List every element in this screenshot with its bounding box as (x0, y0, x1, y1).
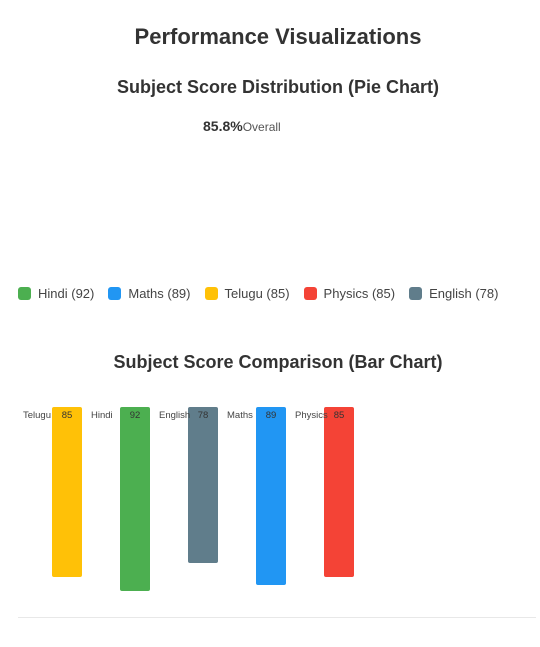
bar-category-label-hindi: Hindi (91, 410, 113, 421)
pie-legend: Hindi (92) Maths (89) Telugu (85) Physic… (18, 286, 512, 301)
bar-maths[interactable] (256, 407, 286, 585)
pie-chart-title: Subject Score Distribution (Pie Chart) (116, 77, 440, 97)
legend-swatch-maths (108, 287, 122, 300)
bar-value-label-telugu: 85 (62, 410, 73, 421)
legend-label-maths: Maths (89) (128, 286, 191, 301)
bar-chart-svg: Telugu 85 Hindi 92 English 78 Maths 89 Physics 85 (23, 407, 354, 591)
bar-hindi[interactable] (120, 407, 150, 591)
legend-label-hindi: Hindi (92) (38, 286, 95, 301)
section-divider (18, 617, 536, 618)
legend-swatch-hindi (18, 287, 31, 300)
bar-chart-title: Subject Score Comparison (Bar Chart) (113, 352, 443, 372)
bar-category-label-telugu: Telugu (23, 410, 51, 421)
bar-physics[interactable] (324, 407, 354, 577)
bar-value-label-maths: 89 (266, 410, 277, 421)
legend-swatch-english (409, 287, 423, 300)
legend-item-telugu[interactable]: Telugu (85) (204, 286, 290, 301)
bar-telugu[interactable] (52, 407, 82, 577)
overall-score: 85.8%Overall (203, 118, 281, 136)
bar-category-label-physics: Physics (295, 410, 328, 421)
legend-item-hindi[interactable]: Hindi (92) (18, 286, 94, 301)
overall-score-label: Overall (242, 120, 281, 134)
bar-category-label-english: English (159, 410, 190, 421)
pie-chart-area (0, 140, 540, 270)
bar-english[interactable] (188, 407, 218, 563)
bar-value-label-hindi: 92 (130, 410, 141, 421)
legend-label-english: English (78) (429, 286, 499, 301)
legend-item-english[interactable]: English (78) (409, 286, 498, 301)
overall-score-value: 85.8% (203, 118, 243, 134)
legend-item-maths[interactable]: Maths (89) (108, 286, 191, 301)
bar-category-label-maths: Maths (227, 410, 253, 421)
legend-label-telugu: Telugu (85) (224, 286, 290, 301)
legend-swatch-telugu (204, 287, 218, 300)
page-title: Performance Visualizations (134, 24, 422, 49)
legend-item-physics[interactable]: Physics (85) (303, 286, 396, 301)
legend-swatch-physics (303, 287, 317, 300)
bar-value-label-english: 78 (198, 410, 209, 421)
bar-chart: Telugu 85 Hindi 92 English 78 Maths 89 Physics 85 (0, 390, 540, 620)
bar-value-label-physics: 85 (334, 410, 345, 421)
legend-label-physics: Physics (85) (323, 286, 396, 301)
